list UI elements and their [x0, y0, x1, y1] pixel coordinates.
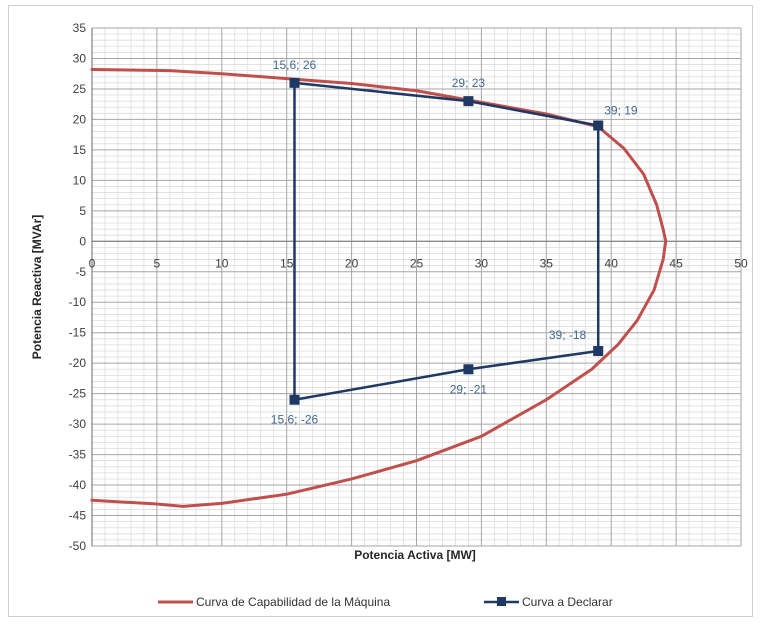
data-point-marker [289, 394, 300, 405]
x-tick-label: 40 [605, 256, 619, 270]
data-point-marker [289, 77, 300, 88]
y-tick-label: -35 [69, 448, 87, 462]
y-tick-label: -30 [69, 417, 87, 431]
data-point-marker [593, 120, 604, 131]
axes [91, 28, 741, 546]
y-tick-label: -20 [69, 356, 87, 370]
y-tick-label: 30 [73, 51, 87, 65]
data-label: 15,6; -26 [271, 413, 319, 427]
y-tick-label: -25 [69, 387, 87, 401]
series-capability-line [90, 67, 668, 508]
data-label: 29; 23 [452, 76, 486, 90]
y-tick-label: 15 [73, 143, 87, 157]
data-point-marker [593, 345, 604, 356]
y-tick-label: 5 [79, 204, 86, 218]
y-tick-label: 20 [73, 112, 87, 126]
y-tick-label: -40 [69, 478, 87, 492]
y-tick-label: 10 [73, 173, 87, 187]
y-tick-label: -10 [69, 295, 87, 309]
x-tick-label: 15 [280, 256, 294, 270]
data-point-marker [463, 364, 474, 375]
x-tick-label: 30 [475, 256, 489, 270]
x-tick-label: 45 [669, 256, 683, 270]
y-tick-label: -45 [69, 509, 87, 523]
x-tick-label: 0 [89, 256, 96, 270]
data-labels: 15,6; 26 29; 23 39; 19 39; -18 29; -21 15,6; … [271, 58, 638, 427]
data-label: 29; -21 [450, 382, 488, 396]
y-tick-label: 0 [79, 234, 86, 248]
x-tick-label: 35 [540, 256, 554, 270]
legend-label-capability: Curva de Capabilidad de la Máquina [196, 595, 390, 609]
x-axis-title: Potencia Activa [MW] [354, 548, 476, 562]
data-label: 15,6; 26 [273, 58, 317, 72]
x-tick-label: 5 [154, 256, 161, 270]
legend-label-declarar: Curva a Declarar [522, 595, 613, 609]
series-layer [90, 67, 668, 508]
y-tick-label: 25 [73, 82, 87, 96]
y-tick-label: -15 [69, 326, 87, 340]
y-tick-label: 35 [73, 21, 87, 35]
y-tick-label: -50 [69, 539, 87, 553]
y-axis-title: Potencia Reactiva [MVAr] [30, 215, 44, 360]
data-label: 39; -18 [549, 328, 587, 342]
x-tick-labels: 0 5 10 15 20 25 30 35 40 45 50 [89, 256, 748, 270]
x-tick-label: 10 [215, 256, 229, 270]
data-label: 39; 19 [604, 104, 638, 118]
data-point-marker [463, 96, 474, 107]
major-grid [91, 27, 742, 547]
y-tick-label: -5 [75, 265, 86, 279]
x-tick-label: 50 [734, 256, 748, 270]
x-tick-label: 25 [410, 256, 424, 270]
legend-marker-declarar [497, 597, 506, 606]
minor-grid [92, 28, 741, 546]
legend: Curva de Capabilidad de la Máquina Curva… [158, 595, 613, 609]
y-tick-labels: 35 30 25 20 15 10 5 0 -5 -10 -15 -20 -25 -30 -35 -40 -45… [69, 21, 87, 553]
x-tick-label: 20 [345, 256, 359, 270]
